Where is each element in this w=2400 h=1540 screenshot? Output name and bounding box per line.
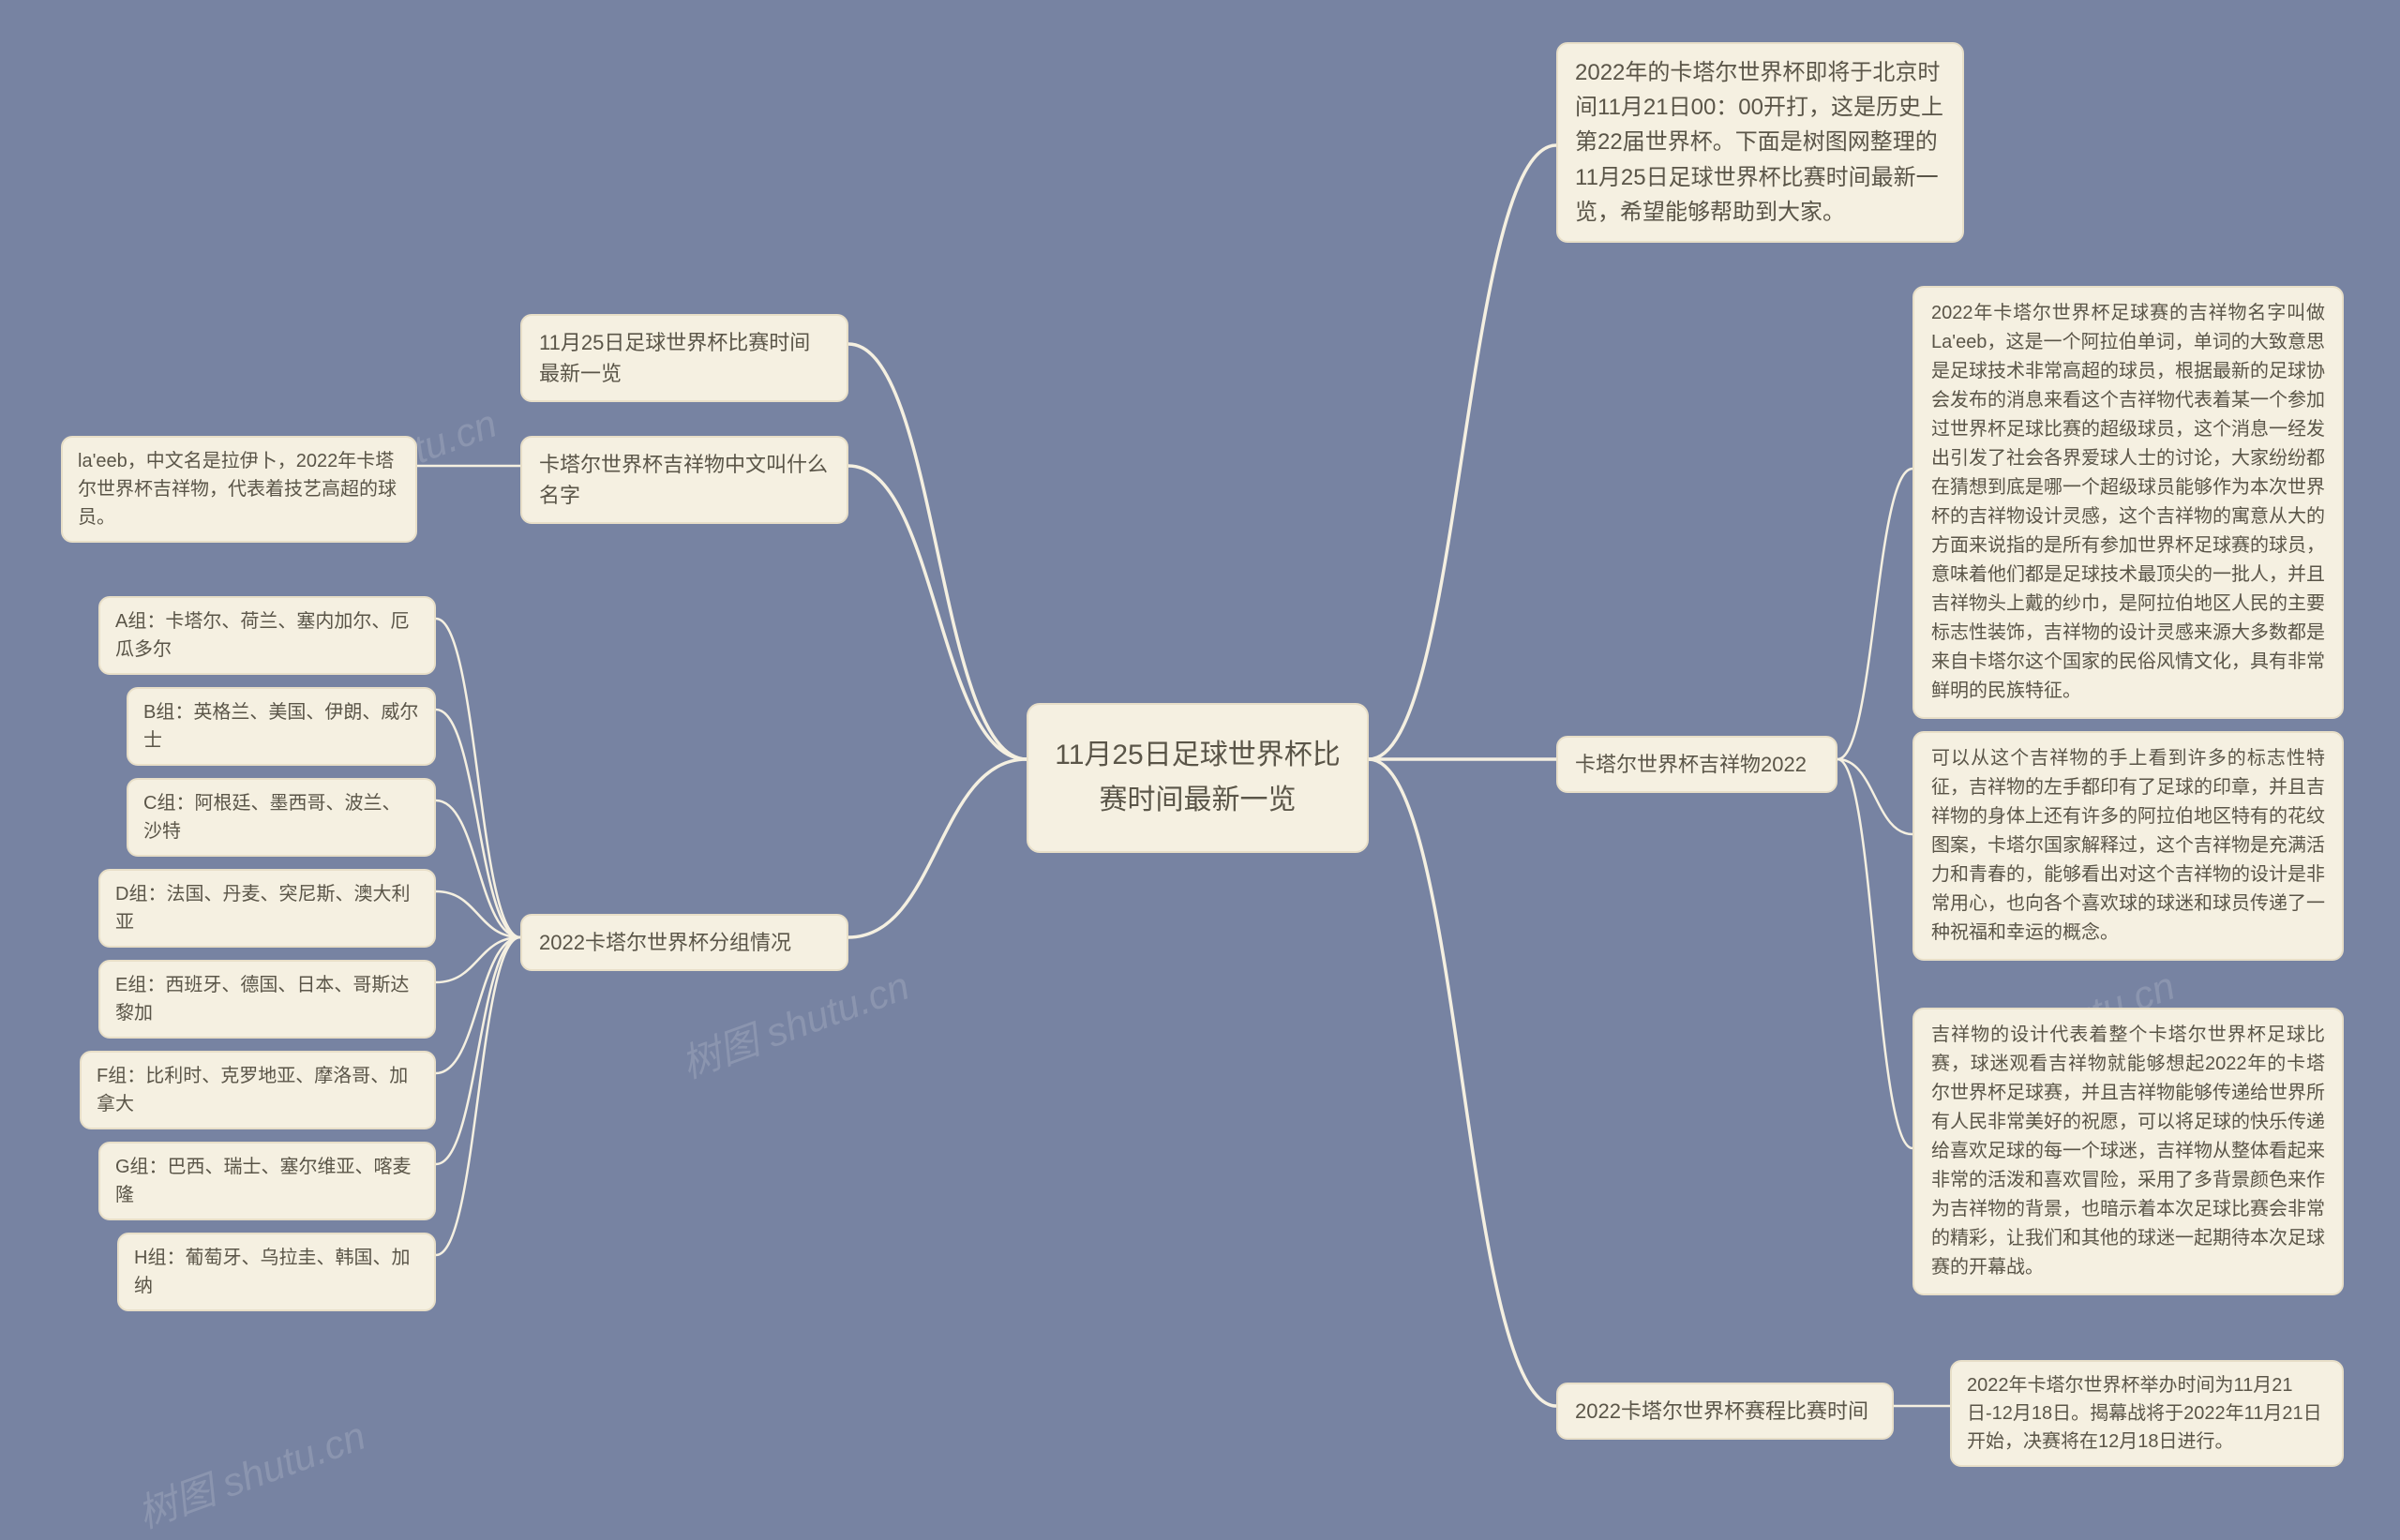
left-branch-mascot-name[interactable]: 卡塔尔世界杯吉祥物中文叫什么名字	[520, 436, 848, 524]
right-intro: 2022年的卡塔尔世界杯即将于北京时间11月21日00：00开打，这是历史上第2…	[1556, 42, 1964, 243]
watermark: 树图 shutu.cn	[128, 1404, 372, 1539]
group-g: G组：巴西、瑞士、塞尔维亚、喀麦隆	[98, 1142, 436, 1220]
right-mascot-2022[interactable]: 卡塔尔世界杯吉祥物2022	[1556, 736, 1838, 793]
group-h: H组：葡萄牙、乌拉圭、韩国、加纳	[117, 1233, 436, 1311]
schedule-time-detail: 2022年卡塔尔世界杯举办时间为11月21日-12月18日。揭幕战将于2022年…	[1950, 1360, 2344, 1467]
mascot-name-detail: la'eeb，中文名是拉伊卜，2022年卡塔尔世界杯吉祥物，代表着技艺高超的球员…	[61, 436, 417, 543]
group-f: F组：比利时、克罗地亚、摩洛哥、加拿大	[80, 1051, 436, 1129]
right-schedule-time[interactable]: 2022卡塔尔世界杯赛程比赛时间	[1556, 1383, 1894, 1440]
watermark: 树图 shutu.cn	[672, 954, 916, 1089]
root-node[interactable]: 11月25日足球世界杯比赛时间最新一览	[1027, 703, 1369, 853]
group-e: E组：西班牙、德国、日本、哥斯达黎加	[98, 960, 436, 1039]
group-d: D组：法国、丹麦、突尼斯、澳大利亚	[98, 869, 436, 948]
group-b: B组：英格兰、美国、伊朗、威尔士	[127, 687, 436, 766]
left-branch-schedule[interactable]: 11月25日足球世界杯比赛时间最新一览	[520, 314, 848, 402]
mascot-detail-1: 2022年卡塔尔世界杯足球赛的吉祥物名字叫做La'eeb，这是一个阿拉伯单词，单…	[1912, 286, 2344, 719]
group-c: C组：阿根廷、墨西哥、波兰、沙特	[127, 778, 436, 857]
mascot-detail-2: 可以从这个吉祥物的手上看到许多的标志性特征，吉祥物的左手都印有了足球的印章，并且…	[1912, 731, 2344, 961]
group-a: A组：卡塔尔、荷兰、塞内加尔、厄瓜多尔	[98, 596, 436, 675]
left-branch-groups[interactable]: 2022卡塔尔世界杯分组情况	[520, 914, 848, 971]
mascot-detail-3: 吉祥物的设计代表着整个卡塔尔世界杯足球比赛，球迷观看吉祥物就能够想起2022年的…	[1912, 1008, 2344, 1295]
